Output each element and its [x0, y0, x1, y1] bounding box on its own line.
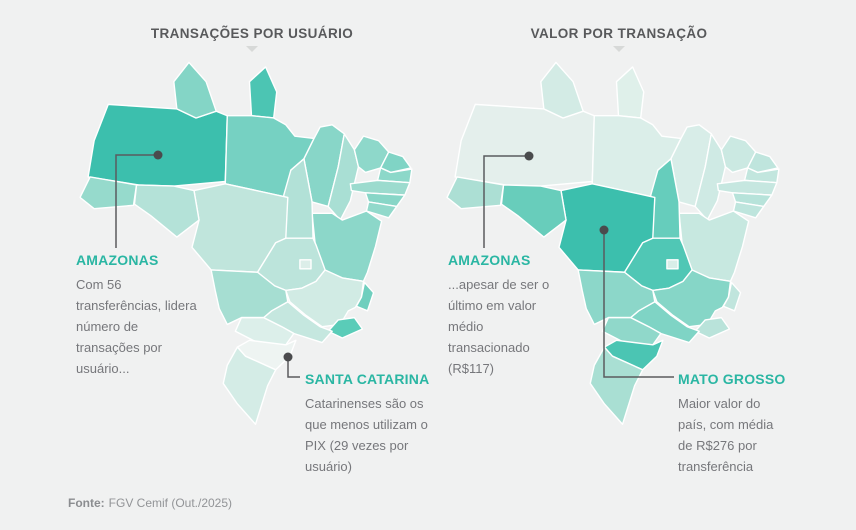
callout-description: Catarinenses são os que menos utilizam o… [305, 396, 428, 474]
map-title-value: VALOR POR TRANSAÇÃO [530, 26, 708, 41]
state-DF [300, 260, 311, 269]
callout-state-name: SANTA CATARINA [305, 371, 430, 387]
callout-amazonas-value: AMAZONAS ...apesar de ser o último em va… [448, 252, 552, 379]
map-title-transactions: TRANSAÇÕES POR USUÁRIO [150, 26, 354, 41]
state-AM [88, 104, 227, 186]
state-RO [501, 185, 566, 237]
callout-state-name: MATO GROSSO [678, 371, 786, 387]
callout-santa-catarina: SANTA CATARINA Catarinenses são os que m… [305, 371, 433, 477]
state-PB [745, 168, 779, 183]
caret-down-icon [613, 46, 625, 52]
state-DF [667, 260, 678, 269]
state-RJ [328, 318, 362, 338]
state-MG [286, 270, 364, 327]
state-PB [378, 168, 412, 183]
callout-state-name: AMAZONAS [448, 252, 531, 268]
callout-state-name: AMAZONAS [76, 252, 159, 268]
state-RR [174, 62, 216, 118]
callout-description: ...apesar de ser o último em valor médio… [448, 277, 550, 376]
state-AP [616, 67, 643, 118]
state-PE [350, 180, 410, 195]
state-SE [733, 202, 763, 218]
state-ES [356, 282, 373, 310]
callout-mato-grosso: MATO GROSSO Maior valor do país, com méd… [678, 371, 788, 477]
source-note: Fonte: FGV Cemif (Out./2025) [68, 496, 232, 510]
state-PR [235, 318, 294, 345]
brazil-choropleth-transactions [78, 59, 426, 439]
state-RJ [695, 318, 729, 338]
callout-amazonas-transactions: AMAZONAS Com 56 transferências, lidera n… [76, 252, 198, 379]
source-text: FGV Cemif (Out./2025) [108, 496, 233, 510]
state-PE [717, 180, 777, 195]
state-RR [541, 62, 583, 118]
state-AP [249, 67, 276, 118]
callout-description: Com 56 transferências, lidera número de … [76, 277, 197, 376]
state-AM [455, 104, 594, 186]
state-RO [134, 185, 199, 237]
state-ES [723, 282, 740, 310]
map-panel-transactions: TRANSAÇÕES POR USUÁRIO [78, 26, 426, 439]
source-label: Fonte: [68, 496, 105, 510]
caret-down-icon [246, 46, 258, 52]
state-RS [223, 347, 275, 424]
callout-description: Maior valor do país, com média de R$276 … [678, 396, 774, 474]
state-SE [366, 202, 396, 218]
